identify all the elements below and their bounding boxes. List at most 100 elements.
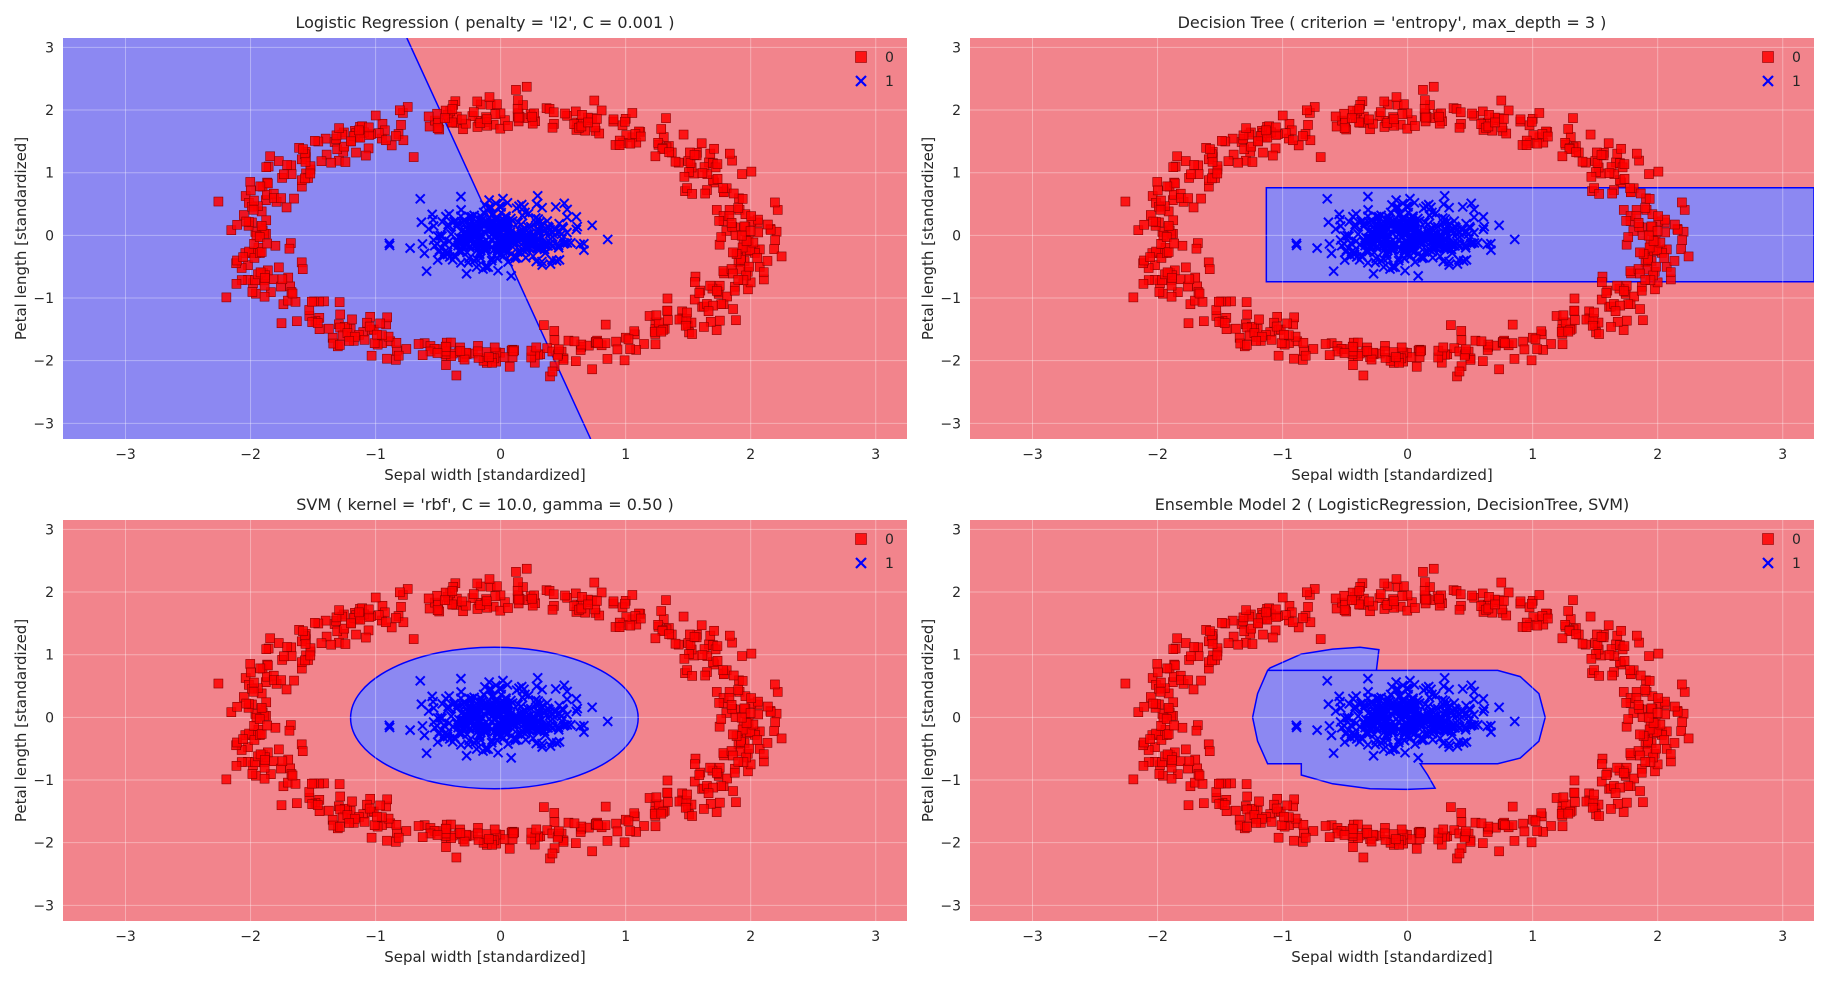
point-class-0: [577, 592, 587, 602]
point-class-0: [678, 611, 689, 622]
point-class-0: [1181, 262, 1191, 273]
point-class-0: [274, 262, 284, 273]
point-class-0: [714, 698, 724, 708]
point-class-0: [1677, 197, 1687, 208]
point-class-0: [1677, 717, 1687, 727]
point-class-0: [354, 607, 364, 618]
point-class-0: [413, 821, 424, 831]
point-class-0: [670, 638, 681, 649]
y-tick-label: 2: [952, 103, 961, 119]
point-class-1: [505, 270, 517, 282]
point-class-0: [1596, 632, 1607, 642]
point-class-0: [1568, 595, 1578, 605]
point-class-0: [662, 293, 673, 304]
point-class-0: [1669, 256, 1680, 266]
point-class-1: [526, 720, 538, 731]
point-class-0: [1569, 775, 1580, 786]
point-class-0: [281, 684, 292, 695]
y-tick-label: 1: [952, 166, 961, 182]
point-class-0: [662, 787, 673, 798]
point-class-1: [435, 230, 446, 241]
point-class-1: [571, 693, 582, 705]
point-class-1: [483, 743, 494, 755]
point-class-1: [1443, 738, 1455, 749]
point-class-0: [492, 581, 502, 592]
point-class-1: [1390, 261, 1401, 273]
point-class-0: [620, 116, 630, 127]
point-class-1: [1339, 720, 1350, 732]
point-class-0: [705, 799, 716, 809]
point-class-0: [513, 95, 523, 105]
point-class-1: [1433, 720, 1445, 731]
point-class-0: [1207, 157, 1218, 167]
point-class-0: [265, 151, 275, 162]
point-class-0: [1271, 803, 1282, 814]
point-class-1: [502, 256, 514, 268]
point-class-0: [1219, 318, 1230, 328]
point-class-0: [1273, 350, 1284, 361]
point-class-0: [439, 595, 450, 606]
point-class-1: [1342, 230, 1353, 241]
point-class-1: [1387, 219, 1399, 230]
legend-marker-0: [1762, 533, 1774, 545]
point-class-0: [1298, 819, 1309, 830]
point-class-1: [1418, 202, 1429, 214]
point-class-1: [511, 202, 522, 214]
point-class-0: [241, 698, 252, 709]
point-class-0: [1648, 718, 1659, 728]
point-class-0: [1217, 618, 1227, 628]
x-tick-label: −3: [115, 447, 136, 463]
point-class-0: [287, 770, 298, 781]
point-class-0: [364, 122, 374, 133]
point-class-1: [1466, 680, 1477, 691]
point-class-0: [619, 837, 630, 848]
point-class-1: [536, 202, 548, 213]
point-class-0: [270, 240, 281, 251]
point-class-0: [758, 267, 769, 278]
point-class-1: [1509, 716, 1520, 727]
y-tick-label: 0: [952, 710, 961, 726]
point-class-1: [1364, 707, 1375, 718]
point-class-0: [1156, 253, 1167, 263]
point-class-1: [537, 259, 548, 271]
x-tick-label: −2: [1147, 929, 1168, 945]
point-class-1: [492, 747, 504, 758]
point-class-1: [1412, 270, 1424, 282]
point-class-0: [770, 197, 780, 208]
point-class-0: [1189, 160, 1199, 170]
point-class-0: [587, 364, 597, 375]
point-class-1: [1439, 672, 1450, 684]
point-class-1: [550, 683, 561, 695]
point-class-0: [656, 124, 667, 134]
point-class-1: [476, 229, 487, 241]
point-class-0: [238, 734, 248, 744]
point-class-1: [461, 268, 472, 279]
point-class-0: [718, 748, 729, 758]
point-class-0: [569, 818, 580, 829]
point-class-1: [562, 719, 573, 731]
point-class-1: [500, 212, 512, 224]
point-class-0: [1191, 243, 1202, 254]
point-class-1: [1468, 204, 1480, 215]
point-class-0: [226, 225, 237, 235]
point-class-1: [526, 238, 538, 249]
legend-marker-1: [1762, 557, 1774, 569]
point-class-0: [1476, 336, 1487, 347]
point-class-0: [1354, 586, 1365, 596]
point-class-0: [1211, 787, 1222, 797]
point-class-0: [1585, 611, 1596, 622]
point-class-0: [1571, 147, 1581, 158]
point-class-0: [687, 329, 697, 339]
point-class-0: [776, 251, 787, 262]
point-class-1: [1407, 212, 1419, 224]
point-class-1: [432, 736, 443, 748]
legend-label-1: 1: [1792, 74, 1801, 90]
point-class-0: [1570, 797, 1580, 807]
y-tick-label: −3: [33, 898, 54, 914]
point-class-0: [282, 160, 292, 170]
point-class-0: [1601, 288, 1612, 298]
point-class-0: [1612, 317, 1623, 327]
point-class-0: [335, 822, 345, 832]
point-class-0: [1251, 336, 1262, 346]
point-class-0: [468, 107, 479, 117]
